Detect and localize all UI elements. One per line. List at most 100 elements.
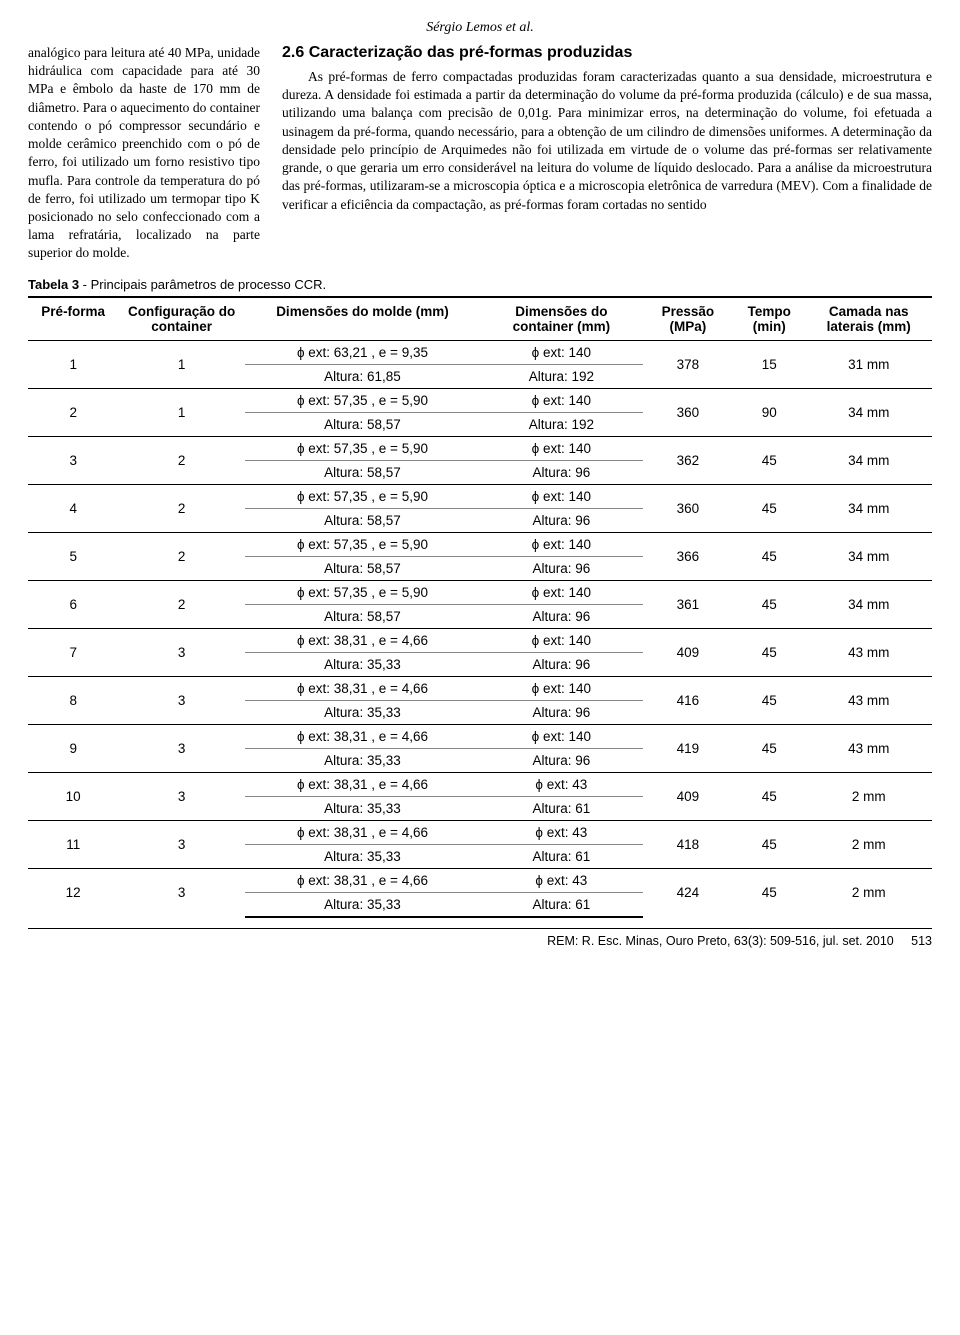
cell-config: 3 [118,724,245,772]
cell-container-ext: ϕ ext: 140 [480,532,643,556]
section-heading: 2.6 Caracterização das pré-formas produz… [282,44,932,62]
cell-pressao: 416 [643,676,733,724]
cell-camada: 2 mm [805,772,932,820]
cell-molde-altura: Altura: 58,57 [245,460,480,484]
cell-molde-ext: ϕ ext: 57,35 , e = 5,90 [245,532,480,556]
cell-tempo: 45 [733,436,805,484]
cell-camada: 34 mm [805,580,932,628]
cell-preforma: 4 [28,484,118,532]
cell-molde-ext: ϕ ext: 57,35 , e = 5,90 [245,484,480,508]
cell-preforma: 7 [28,628,118,676]
table-row: 32ϕ ext: 57,35 , e = 5,90ϕ ext: 14036245… [28,436,932,460]
cell-tempo: 45 [733,724,805,772]
cell-pressao: 360 [643,484,733,532]
cell-molde-altura: Altura: 35,33 [245,892,480,917]
cell-molde-ext: ϕ ext: 38,31 , e = 4,66 [245,724,480,748]
cell-tempo: 90 [733,388,805,436]
cell-pressao: 409 [643,628,733,676]
cell-molde-altura: Altura: 58,57 [245,556,480,580]
cell-camada: 34 mm [805,436,932,484]
cell-container-ext: ϕ ext: 43 [480,772,643,796]
cell-molde-altura: Altura: 35,33 [245,700,480,724]
right-paragraph-text: As pré-formas de ferro compactadas produ… [282,69,932,212]
cell-camada: 43 mm [805,628,932,676]
cell-container-ext: ϕ ext: 140 [480,628,643,652]
cell-container-altura: Altura: 61 [480,892,643,917]
cell-preforma: 3 [28,436,118,484]
th-dim-container: Dimensões do container (mm) [480,297,643,341]
table-row: 62ϕ ext: 57,35 , e = 5,90ϕ ext: 14036145… [28,580,932,604]
table-body: 11ϕ ext: 63,21 , e = 9,35ϕ ext: 14037815… [28,340,932,917]
th-dim-molde: Dimensões do molde (mm) [245,297,480,341]
cell-molde-altura: Altura: 35,33 [245,796,480,820]
cell-container-ext: ϕ ext: 43 [480,868,643,892]
cell-molde-ext: ϕ ext: 38,31 , e = 4,66 [245,820,480,844]
cell-molde-ext: ϕ ext: 57,35 , e = 5,90 [245,580,480,604]
cell-molde-altura: Altura: 58,57 [245,412,480,436]
cell-tempo: 45 [733,772,805,820]
cell-molde-ext: ϕ ext: 38,31 , e = 4,66 [245,772,480,796]
th-config: Configuração do container [118,297,245,341]
cell-config: 3 [118,676,245,724]
cell-config: 3 [118,628,245,676]
cell-container-ext: ϕ ext: 140 [480,724,643,748]
cell-container-ext: ϕ ext: 43 [480,820,643,844]
right-column: 2.6 Caracterização das pré-formas produz… [282,44,932,263]
cell-container-altura: Altura: 96 [480,556,643,580]
right-column-paragraph: As pré-formas de ferro compactadas produ… [282,68,932,214]
cell-config: 1 [118,388,245,436]
cell-tempo: 45 [733,580,805,628]
cell-tempo: 45 [733,676,805,724]
cell-pressao: 424 [643,868,733,917]
cell-molde-altura: Altura: 61,85 [245,364,480,388]
cell-camada: 34 mm [805,532,932,580]
th-camada: Camada nas laterais (mm) [805,297,932,341]
th-pressao: Pressão (MPa) [643,297,733,341]
cell-preforma: 12 [28,868,118,917]
cell-config: 3 [118,772,245,820]
cell-molde-ext: ϕ ext: 38,31 , e = 4,66 [245,676,480,700]
left-column-paragraph: analógico para leitura até 40 MPa, unida… [28,44,260,263]
cell-pressao: 419 [643,724,733,772]
table-caption-label: Tabela 3 [28,277,79,292]
cell-container-ext: ϕ ext: 140 [480,580,643,604]
table-row: 83ϕ ext: 38,31 , e = 4,66ϕ ext: 14041645… [28,676,932,700]
cell-tempo: 45 [733,820,805,868]
table-row: 93ϕ ext: 38,31 , e = 4,66ϕ ext: 14041945… [28,724,932,748]
cell-molde-ext: ϕ ext: 63,21 , e = 9,35 [245,340,480,364]
cell-container-altura: Altura: 61 [480,844,643,868]
cell-tempo: 45 [733,628,805,676]
cell-pressao: 360 [643,388,733,436]
cell-container-ext: ϕ ext: 140 [480,436,643,460]
two-column-region: analógico para leitura até 40 MPa, unida… [28,44,932,263]
cell-pressao: 366 [643,532,733,580]
cell-container-ext: ϕ ext: 140 [480,484,643,508]
parameters-table: Pré-forma Configuração do container Dime… [28,296,932,918]
cell-container-altura: Altura: 96 [480,460,643,484]
cell-container-altura: Altura: 192 [480,364,643,388]
cell-camada: 34 mm [805,388,932,436]
cell-tempo: 45 [733,532,805,580]
cell-config: 3 [118,868,245,917]
cell-preforma: 9 [28,724,118,772]
table-caption-text: - Principais parâmetros de processo CCR. [79,277,326,292]
cell-container-altura: Altura: 96 [480,700,643,724]
cell-pressao: 409 [643,772,733,820]
cell-camada: 2 mm [805,820,932,868]
cell-config: 2 [118,532,245,580]
table-row: 42ϕ ext: 57,35 , e = 5,90ϕ ext: 14036045… [28,484,932,508]
cell-molde-altura: Altura: 35,33 [245,844,480,868]
cell-config: 2 [118,436,245,484]
table-row: 113ϕ ext: 38,31 , e = 4,66ϕ ext: 4341845… [28,820,932,844]
footer-page-number: 513 [911,934,932,948]
cell-molde-ext: ϕ ext: 57,35 , e = 5,90 [245,436,480,460]
cell-camada: 34 mm [805,484,932,532]
cell-config: 2 [118,580,245,628]
cell-preforma: 1 [28,340,118,388]
table-caption: Tabela 3 - Principais parâmetros de proc… [28,277,932,292]
table-row: 123ϕ ext: 38,31 , e = 4,66ϕ ext: 4342445… [28,868,932,892]
cell-config: 3 [118,820,245,868]
cell-container-ext: ϕ ext: 140 [480,340,643,364]
cell-preforma: 6 [28,580,118,628]
cell-molde-altura: Altura: 58,57 [245,604,480,628]
